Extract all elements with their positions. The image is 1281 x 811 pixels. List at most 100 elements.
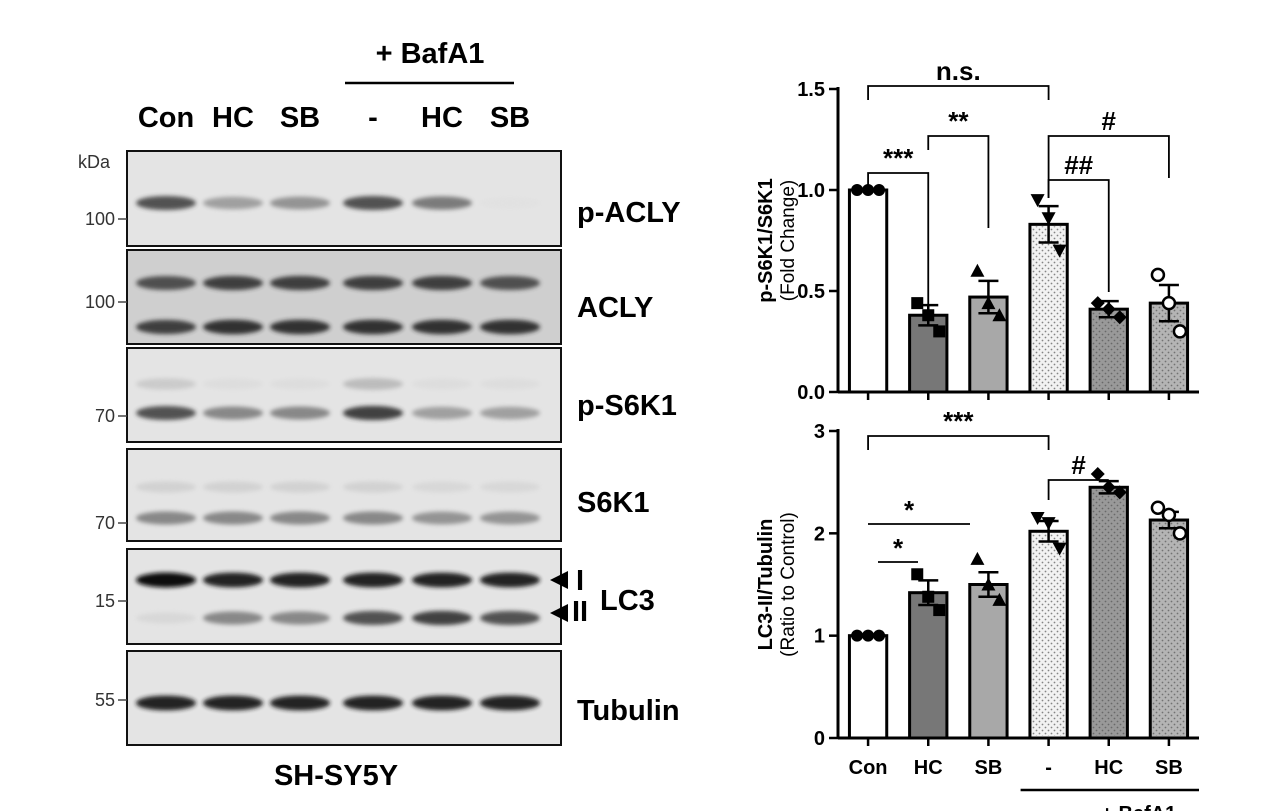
blot-band	[343, 275, 403, 291]
data-point	[922, 590, 935, 603]
data-point	[911, 568, 924, 581]
blot-band	[412, 511, 472, 525]
data-point	[1090, 466, 1105, 481]
x-tick-label-4: HC	[1094, 757, 1123, 779]
significance-label: *	[904, 495, 915, 525]
lane-label-2: SB	[280, 102, 320, 134]
y-tick-label: 1	[814, 626, 825, 648]
protein-label-p-acly: p-ACLY	[577, 197, 681, 229]
blot-band	[203, 406, 263, 420]
blot-band	[343, 405, 403, 421]
blot-band	[343, 572, 403, 588]
significance-label: ***	[943, 406, 974, 436]
bar-pattern-3	[1031, 533, 1066, 736]
blot-band	[480, 276, 540, 290]
blot-panel-p-s6k1: 70 p-S6K1	[95, 347, 677, 443]
y-tick-label: 1.5	[797, 79, 825, 101]
blot-band	[343, 695, 403, 711]
chart-p-s6k1: 0.0 0.5 1.0 1.5 p-S6K1/S6K1 (Fold Change) n.s.…	[755, 56, 1199, 404]
y-tick-label: 2	[814, 523, 825, 545]
blot-band	[136, 406, 196, 420]
data-point	[933, 604, 946, 617]
data-point	[1112, 310, 1127, 325]
data-point	[970, 263, 985, 277]
significance-bracket	[1047, 479, 1109, 500]
bafa1-group-label: + BafA1	[1101, 803, 1176, 811]
blot-band	[412, 481, 472, 493]
blot-panel-p-acly: 100 p-ACLY	[85, 150, 681, 247]
significance-label: *	[893, 533, 904, 563]
blot-membrane	[126, 347, 562, 443]
blot-band	[412, 275, 472, 291]
blot-band	[480, 406, 540, 420]
lc3-i-arrow	[550, 571, 568, 589]
blot-band	[412, 695, 472, 711]
significance-bracket	[867, 435, 1050, 450]
blot-band	[343, 319, 403, 335]
significance-bracket	[867, 85, 1050, 100]
x-tick-label-0: Con	[849, 757, 888, 779]
blot-band	[480, 611, 540, 625]
lane-label-1: HC	[212, 102, 254, 134]
data-point	[1161, 507, 1177, 523]
data-point	[873, 184, 886, 196]
blot-band	[343, 511, 403, 525]
blot-band	[203, 275, 263, 291]
x-tick-label-3: -	[1045, 757, 1052, 779]
protein-label-lc3: LC3	[600, 585, 655, 617]
bar-pattern-4	[1092, 489, 1126, 736]
significance-bracket	[867, 172, 930, 315]
blot-band	[270, 611, 330, 625]
y-axis-label: p-S6K1/S6K1	[755, 178, 777, 303]
protein-label-tubulin: Tubulin	[577, 695, 680, 727]
significance-label: #	[1071, 450, 1086, 480]
blot-panel-s6k1: 70 S6K1	[95, 448, 650, 542]
blot-band	[203, 481, 263, 493]
blot-band	[480, 197, 540, 209]
marker-label: 100	[85, 209, 115, 229]
blot-band	[136, 695, 196, 711]
cell-line-label: SH-SY5Y	[274, 760, 398, 792]
data-point	[1041, 517, 1056, 531]
data-point	[1101, 302, 1116, 317]
x-tick-label-2: SB	[975, 757, 1003, 779]
blot-membrane	[126, 150, 562, 247]
lc3-form-i: I	[576, 565, 584, 597]
data-point	[851, 629, 864, 642]
blot-band	[343, 611, 403, 625]
y-axis-sublabel: (Fold Change)	[778, 180, 799, 301]
y-tick-label: 0.0	[797, 382, 825, 404]
data-point	[851, 184, 864, 196]
blot-band	[480, 695, 540, 711]
blot-band	[136, 276, 196, 290]
blot-membrane	[126, 548, 562, 645]
blot-band	[412, 196, 472, 210]
bar-pattern-5	[1152, 522, 1186, 736]
x-tick-label-5: SB	[1155, 757, 1183, 779]
blot-band	[270, 572, 330, 588]
y-tick-label: 0.5	[797, 281, 825, 303]
blot-band	[270, 511, 330, 525]
data-point	[862, 184, 875, 196]
blot-band	[412, 406, 472, 420]
data-point	[873, 629, 886, 642]
blot-band	[136, 572, 196, 588]
blot-membrane	[126, 448, 562, 542]
western-blot: + BafA1 kDa SH-SY5Y I II Con HC SB - HC SB 100…	[78, 38, 681, 792]
bar-0	[847, 188, 889, 394]
marker-label: 100	[85, 292, 115, 312]
blot-band	[136, 378, 196, 390]
significance-label: ***	[883, 143, 914, 173]
blot-band	[136, 196, 196, 210]
blot-band	[412, 610, 472, 626]
marker-label: 70	[95, 513, 115, 533]
marker-label: 55	[95, 690, 115, 710]
blot-panel-acly: 100 ACLY	[85, 249, 653, 345]
y-tick-label: 0	[814, 728, 825, 750]
kda-label: kDa	[78, 152, 111, 172]
data-point	[922, 309, 935, 322]
y-axis-sublabel: (Ratio to Control)	[778, 512, 799, 657]
data-point	[1150, 500, 1166, 515]
data-point	[981, 296, 996, 310]
